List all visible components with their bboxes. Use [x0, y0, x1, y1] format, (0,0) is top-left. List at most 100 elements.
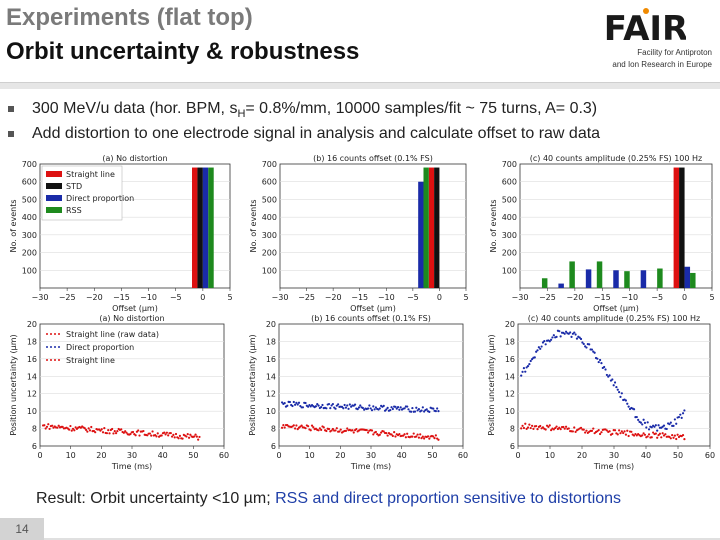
data-point: [71, 427, 75, 430]
legend-swatch: [46, 207, 62, 213]
bar-direct-proportion: [684, 266, 691, 288]
data-point: [627, 405, 630, 408]
data-point: [48, 427, 51, 431]
y-tick-label: 600: [502, 178, 517, 187]
plot-frame: [278, 323, 464, 447]
data-point: [543, 340, 546, 343]
data-point: [662, 424, 666, 427]
data-point: [634, 432, 637, 436]
logo-subtitle-1: Facility for Antiproton: [637, 48, 712, 57]
y-tick-label: 16: [505, 355, 515, 364]
data-point: [339, 428, 342, 431]
x-tick-label: −20: [566, 293, 583, 302]
bar-rss: [208, 167, 214, 288]
bar-direct-proportion: [418, 181, 424, 288]
bar-rss: [596, 261, 603, 288]
y-tick-label: 18: [27, 337, 37, 346]
data-point: [559, 427, 562, 431]
data-point: [94, 431, 97, 434]
data-point: [114, 432, 118, 435]
data-point: [616, 433, 619, 436]
chart-title: (a) No distortion: [102, 154, 167, 163]
data-point: [310, 424, 314, 427]
x-tick-label: 30: [366, 451, 376, 460]
data-point: [521, 424, 524, 427]
legend-label: Direct proportion: [66, 194, 134, 203]
data-point: [378, 433, 381, 436]
y-axis-label: Position uncertainty (µm): [487, 334, 496, 435]
data-point: [330, 404, 333, 407]
data-point: [416, 433, 419, 436]
data-point: [529, 359, 532, 363]
data-point: [597, 428, 600, 432]
data-point: [574, 333, 577, 336]
data-point: [558, 426, 561, 429]
data-point: [90, 425, 93, 429]
x-tick-label: 20: [96, 451, 106, 460]
data-point: [552, 334, 555, 337]
result-emphasis: RSS and direct proportion sensitive to d…: [275, 490, 622, 507]
data-point: [683, 409, 686, 412]
bar-straight-line: [673, 167, 680, 288]
bar-direct-proportion: [202, 167, 209, 288]
data-point: [524, 422, 527, 425]
data-point: [434, 434, 437, 437]
data-point: [618, 429, 621, 432]
data-point: [604, 368, 607, 371]
data-point: [567, 427, 570, 430]
x-tick-label: 60: [705, 451, 715, 460]
data-point: [280, 401, 284, 404]
data-point: [660, 436, 663, 439]
data-point: [292, 424, 295, 427]
data-point: [635, 415, 638, 419]
x-tick-label: −30: [32, 293, 49, 302]
data-point: [632, 434, 636, 437]
y-axis-label: No. of events: [489, 199, 498, 252]
data-point: [112, 432, 115, 435]
bar-direct-proportion: [585, 269, 592, 288]
x-tick-label: 40: [641, 451, 651, 460]
data-point: [301, 406, 305, 409]
data-point: [656, 436, 659, 439]
x-tick-label: 10: [305, 451, 315, 460]
bullet-1-sub: H: [237, 108, 246, 121]
fair-logo: FAIR Facility for Antiproton and Ion Res…: [584, 4, 716, 72]
data-point: [529, 426, 532, 430]
data-point: [391, 434, 394, 438]
data-point: [394, 405, 397, 408]
data-point: [344, 406, 348, 409]
legend-swatch: [46, 195, 62, 201]
data-point: [73, 429, 76, 432]
y-tick-label: 200: [262, 249, 277, 258]
data-point: [129, 433, 132, 436]
y-tick-label: 700: [22, 160, 37, 169]
x-tick-label: 20: [335, 451, 345, 460]
data-point: [520, 427, 523, 430]
data-point: [421, 406, 424, 409]
data-point: [646, 421, 649, 424]
data-point: [605, 373, 608, 377]
data-point: [294, 427, 297, 430]
data-point: [282, 424, 285, 427]
y-axis-label: Position uncertainty (µm): [9, 334, 18, 435]
data-point: [402, 434, 405, 437]
data-point: [334, 407, 337, 410]
y-tick-label: 300: [262, 231, 277, 240]
data-point: [70, 429, 73, 432]
data-point: [437, 438, 440, 441]
data-point: [605, 429, 608, 432]
data-point: [340, 405, 344, 408]
data-point: [404, 436, 407, 439]
data-point: [343, 403, 346, 407]
data-point: [331, 427, 334, 431]
data-point: [334, 429, 337, 432]
y-tick-label: 20: [266, 320, 276, 329]
data-point: [300, 424, 303, 427]
data-point: [611, 378, 614, 381]
data-point: [43, 424, 46, 427]
data-point: [544, 343, 547, 346]
x-tick-label: −10: [140, 293, 157, 302]
data-point: [160, 434, 163, 437]
data-point: [56, 426, 59, 429]
data-point: [378, 407, 381, 410]
